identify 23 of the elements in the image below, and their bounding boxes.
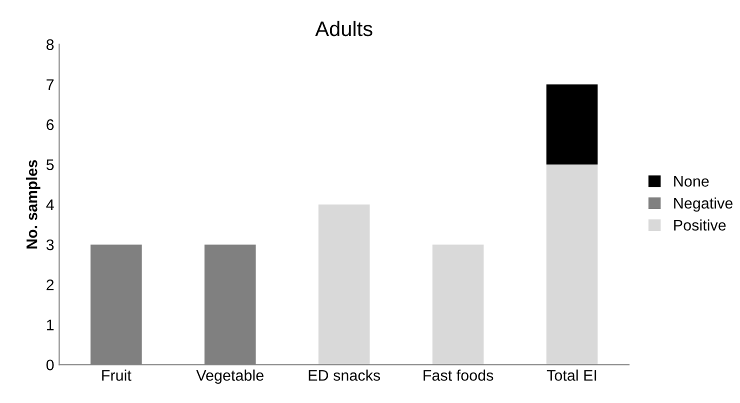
y-tick-label: 3 [46,239,54,250]
x-tick-label: Fruit [102,370,132,381]
chart-title: Adults [315,20,372,36]
legend-label: Positive [674,219,726,231]
x-tick-label: ED snacks [308,370,380,381]
y-tick-label: 1 [47,320,54,330]
y-tick-label: 7 [46,79,54,90]
x-tick-label: Total EI [546,370,596,381]
y-tick-label: 8 [46,39,54,50]
bar [546,84,598,164]
y-tick-label: 6 [46,119,54,130]
y-tick-label: 5 [46,160,54,170]
bar [432,244,484,365]
x-tick-label: Vegetable [196,370,264,384]
y-axis-title: No. samples [26,160,40,248]
y-tick-label: 0 [46,360,54,370]
x-tick-label: Fast foods [424,370,494,381]
y-tick-label: 2 [46,279,54,290]
bar [546,164,598,365]
legend-label: None [674,176,709,187]
legend-label: Negative [674,197,733,212]
y-tick-label: 4 [46,200,54,210]
bar [318,204,370,365]
